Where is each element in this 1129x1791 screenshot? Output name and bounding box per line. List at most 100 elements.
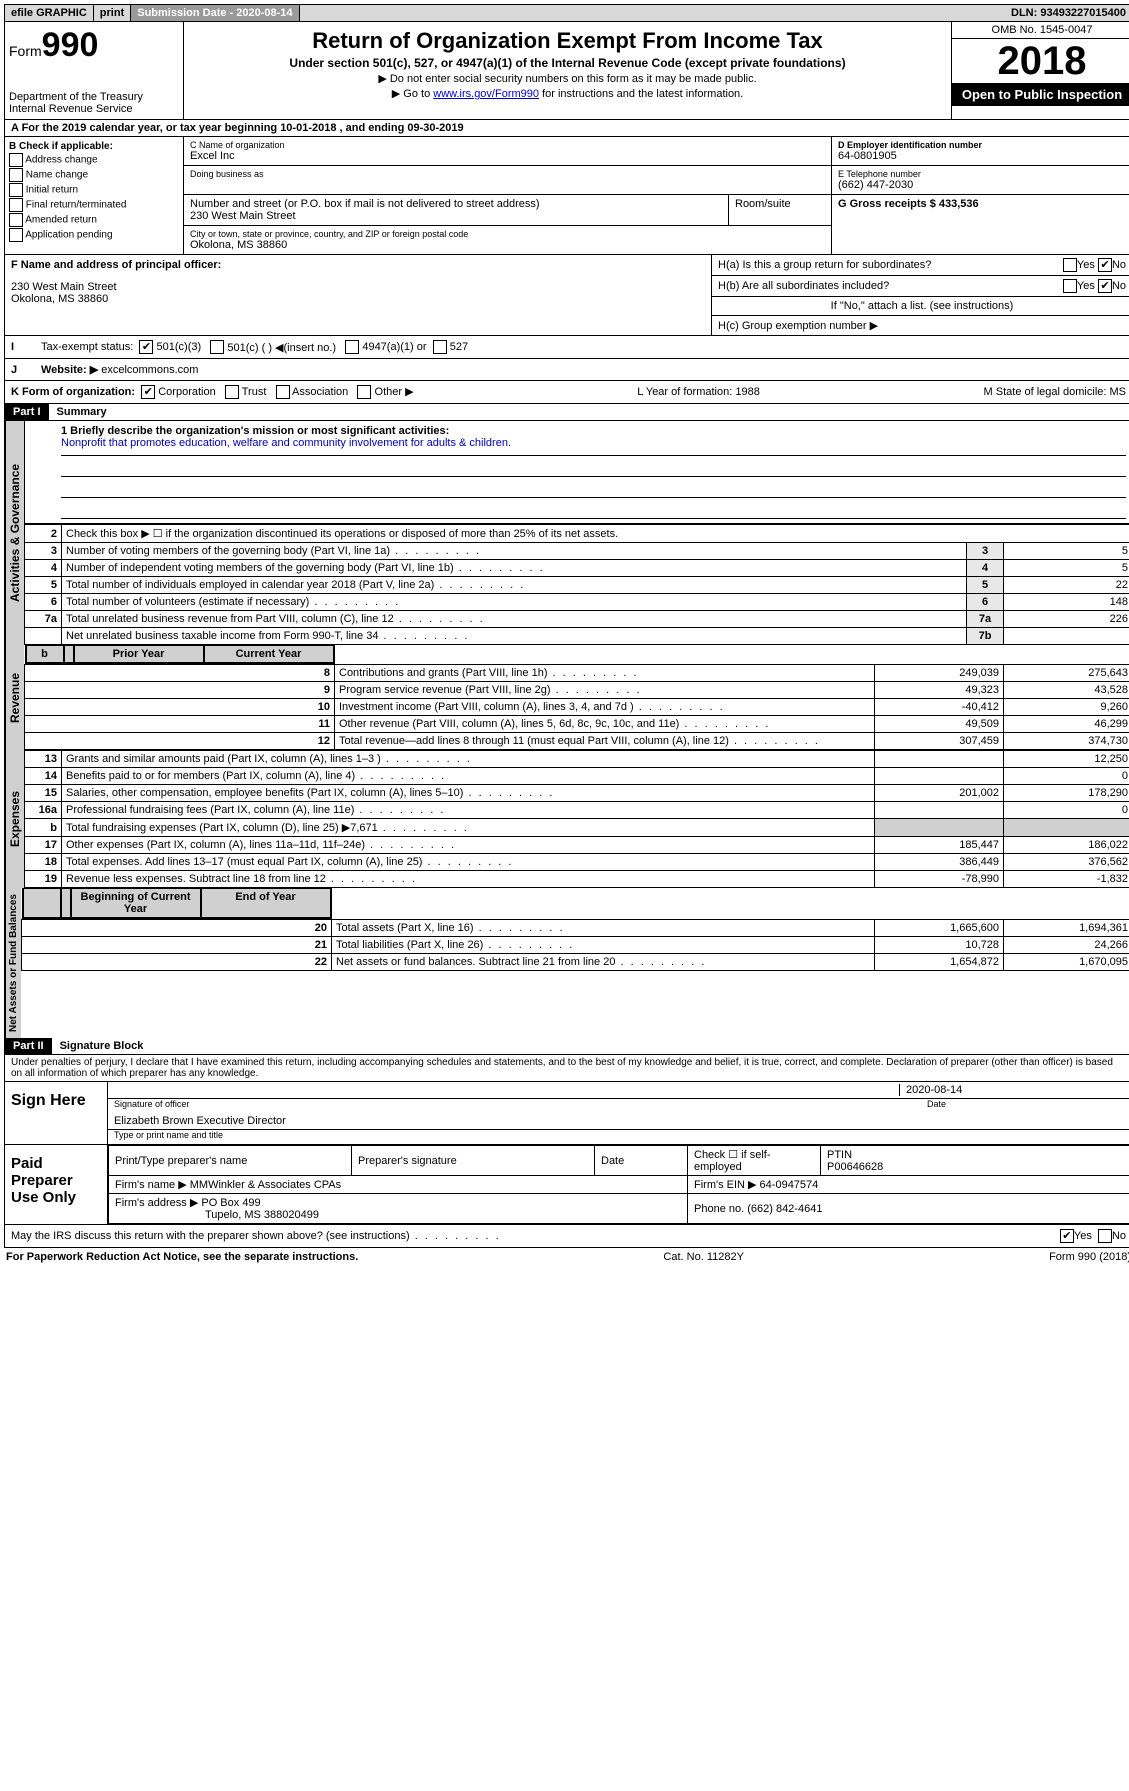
cb-final-return[interactable]: Final return/terminated <box>9 198 179 212</box>
sign-here-block: Sign Here 2020-08-14 Signature of office… <box>4 1082 1129 1145</box>
entity-block: B Check if applicable: Address change Na… <box>4 137 1129 255</box>
sign-date: 2020-08-14 <box>899 1084 1126 1096</box>
section-governance: Activities & Governance 1 Briefly descri… <box>4 421 1129 645</box>
firm-name-label: Firm's name ▶ <box>115 1179 187 1191</box>
phone-label: E Telephone number <box>838 169 1126 179</box>
preparer-grid: Print/Type preparer's name Preparer's si… <box>108 1145 1129 1224</box>
phone-value: (662) 447-2030 <box>838 179 1126 191</box>
hdr-prior-year: Prior Year <box>74 645 204 663</box>
instruction-line-1: ▶ Do not enter social security numbers o… <box>188 72 947 85</box>
expenses-table: 13Grants and similar amounts paid (Part … <box>24 750 1129 888</box>
f-officer-label: F Name and address of principal officer: <box>11 259 705 271</box>
table-row: 11Other revenue (Part VIII, column (A), … <box>25 716 1129 733</box>
part-1-badge: Part I <box>5 404 49 420</box>
l-year-formation: L Year of formation: 1988 <box>637 386 760 398</box>
form-prefix: Form <box>9 43 42 59</box>
cb-initial-return[interactable]: Initial return <box>9 183 179 197</box>
table-row: 21Total liabilities (Part X, line 26)10,… <box>22 937 1129 954</box>
cb-association[interactable] <box>276 385 290 399</box>
table-row: 6Total number of volunteers (estimate if… <box>25 594 1129 611</box>
cb-application-pending[interactable]: Application pending <box>9 228 179 242</box>
firm-addr2: Tupelo, MS 388020499 <box>115 1209 681 1221</box>
self-employed-check[interactable]: Check ☐ if self-employed <box>688 1146 821 1176</box>
irs-link[interactable]: www.irs.gov/Form990 <box>433 88 539 100</box>
e-phone-cell: E Telephone number (662) 447-2030 <box>832 166 1129 195</box>
org-name: Excel Inc <box>190 150 825 162</box>
table-row: 4Number of independent voting members of… <box>25 560 1129 577</box>
tax-status-label: Tax-exempt status: <box>41 341 133 353</box>
form-990-num: 990 <box>42 26 99 64</box>
col-b-checkboxes: B Check if applicable: Address change Na… <box>5 137 184 254</box>
discuss-no[interactable] <box>1098 1229 1112 1243</box>
firm-addr-label: Firm's address ▶ <box>115 1197 198 1209</box>
section-expenses: Expenses 13Grants and similar amounts pa… <box>4 750 1129 888</box>
table-row: 19Revenue less expenses. Subtract line 1… <box>25 871 1129 888</box>
cb-address-change[interactable]: Address change <box>9 153 179 167</box>
cb-4947[interactable] <box>345 340 359 354</box>
row-a-tax-year: A For the 2019 calendar year, or tax yea… <box>4 120 1129 137</box>
hdr-begin-year: Beginning of Current Year <box>71 888 201 918</box>
k-label: K Form of organization: <box>11 386 135 398</box>
omb-number: OMB No. 1545-0047 <box>952 22 1129 39</box>
section-revenue: Revenue bPrior YearCurrent Year 8Contrib… <box>4 645 1129 750</box>
discuss-label: May the IRS discuss this return with the… <box>11 1230 501 1242</box>
j-label: J <box>11 364 41 376</box>
table-row: 5Total number of individuals employed in… <box>25 577 1129 594</box>
part-2-badge: Part II <box>5 1038 52 1054</box>
h-b-label: H(b) Are all subordinates included? <box>718 280 889 292</box>
row-k-form-org: K Form of organization: Corporation Trus… <box>4 381 1129 404</box>
table-row: 10Investment income (Part VIII, column (… <box>25 699 1129 716</box>
website-label: Website: ▶ <box>41 363 98 376</box>
website-value: excelcommons.com <box>101 364 198 376</box>
part-1-header: Part I Summary <box>4 404 1129 421</box>
table-row: 7aTotal unrelated business revenue from … <box>25 611 1129 628</box>
ein-label: D Employer identification number <box>838 140 1126 150</box>
cb-501c3[interactable] <box>139 340 153 354</box>
open-inspection-badge: Open to Public Inspection <box>952 83 1129 106</box>
cb-name-change[interactable]: Name change <box>9 168 179 182</box>
form-title: Return of Organization Exempt From Incom… <box>188 28 947 54</box>
sig-officer-label: Signature of officer <box>114 1099 189 1109</box>
table-row: 12Total revenue—add lines 8 through 11 (… <box>25 733 1129 750</box>
paid-preparer-block: Paid Preparer Use Only Print/Type prepar… <box>4 1145 1129 1225</box>
cb-501c[interactable] <box>210 340 224 354</box>
tax-year: 2018 <box>952 39 1129 83</box>
c-dba-cell: Doing business as <box>184 166 831 195</box>
b-label: B Check if applicable: <box>9 141 179 152</box>
cb-other[interactable] <box>357 385 371 399</box>
table-row: 22Net assets or fund balances. Subtract … <box>22 954 1129 971</box>
page-footer: For Paperwork Reduction Act Notice, see … <box>4 1248 1129 1266</box>
gross-receipts: G Gross receipts $ 433,536 <box>838 198 1126 210</box>
firm-phone: Phone no. (662) 842-4641 <box>688 1194 1129 1224</box>
table-row: 15Salaries, other compensation, employee… <box>25 785 1129 802</box>
cb-corporation[interactable] <box>141 385 155 399</box>
footer-left: For Paperwork Reduction Act Notice, see … <box>6 1251 358 1263</box>
prep-date-hdr: Date <box>595 1146 688 1176</box>
g-gross-cell: G Gross receipts $ 433,536 <box>832 195 1129 213</box>
c-addr-cell: Number and street (or P.O. box if mail i… <box>184 195 831 226</box>
cb-amended-return[interactable]: Amended return <box>9 213 179 227</box>
net-assets-table: Beginning of Current YearEnd of Year 20T… <box>21 888 1129 971</box>
table-row: Net unrelated business taxable income fr… <box>25 628 1129 645</box>
top-bar: efile GRAPHIC print Submission Date - 20… <box>4 4 1129 22</box>
table-row: 8Contributions and grants (Part VIII, li… <box>25 665 1129 682</box>
table-row: 3Number of voting members of the governi… <box>25 543 1129 560</box>
table-row: 9Program service revenue (Part VIII, lin… <box>25 682 1129 699</box>
print-button[interactable]: print <box>94 5 131 21</box>
governance-table: 2Check this box ▶ ☐ if the organization … <box>24 524 1129 645</box>
org-address: 230 West Main Street <box>190 210 722 222</box>
h-b-note: If "No," attach a list. (see instruction… <box>712 297 1129 316</box>
h-c-row: H(c) Group exemption number ▶ <box>712 316 1129 335</box>
hdr-current-year: Current Year <box>204 645 334 663</box>
vtab-governance: Activities & Governance <box>5 421 24 645</box>
org-city: Okolona, MS 38860 <box>190 239 825 251</box>
cb-trust[interactable] <box>225 385 239 399</box>
vtab-net-assets: Net Assets or Fund Balances <box>5 888 21 1038</box>
mission-label: 1 Briefly describe the organization's mi… <box>61 425 1126 437</box>
sign-here-label: Sign Here <box>5 1082 108 1144</box>
discuss-yes[interactable] <box>1060 1229 1074 1243</box>
dln-label: DLN: 93493227015400 <box>1005 5 1129 21</box>
instruction-line-2: ▶ Go to www.irs.gov/Form990 for instruct… <box>188 87 947 100</box>
cb-527[interactable] <box>433 340 447 354</box>
officer-name: Elizabeth Brown Executive Director <box>114 1115 1126 1127</box>
